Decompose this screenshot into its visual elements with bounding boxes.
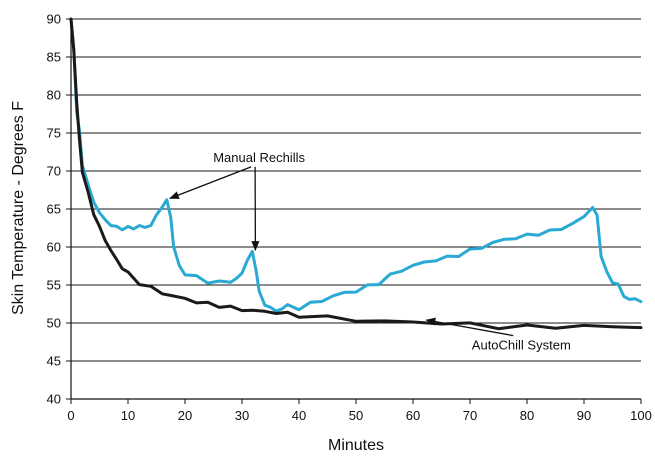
x-tick-label: 60 <box>406 408 420 423</box>
y-axis-title: Skin Temperature - Degrees F <box>10 101 27 315</box>
annotation-label: AutoChill System <box>472 338 571 353</box>
y-tick-label: 70 <box>47 164 61 179</box>
x-axis-title: Minutes <box>328 437 384 454</box>
y-tick-label: 50 <box>47 316 61 331</box>
x-tick-label: 90 <box>577 408 591 423</box>
y-tick-label: 40 <box>47 392 61 407</box>
x-tick-label: 20 <box>178 408 192 423</box>
axes <box>66 18 642 404</box>
x-tick-label: 70 <box>463 408 477 423</box>
grid-lines <box>71 18 641 362</box>
y-tick-label: 75 <box>47 126 61 141</box>
series-autochill-line <box>69 17 643 331</box>
annotation-arrow <box>168 166 252 200</box>
x-tick-label: 50 <box>349 408 363 423</box>
annotation-label: Manual Rechills <box>213 150 305 165</box>
x-tick-label: 40 <box>292 408 306 423</box>
x-tick-label: 80 <box>520 408 534 423</box>
y-tick-label: 90 <box>47 12 61 27</box>
annotation-arrow <box>425 317 514 337</box>
y-tick-label: 55 <box>47 278 61 293</box>
tick-labels: 0 10 20 30 40 50 60 70 80 90 100 40 45 50 55 60 65 70 75 80… <box>47 12 652 424</box>
x-tick-label: 10 <box>121 408 135 423</box>
annotations: Manual Rechills AutoChill System <box>168 150 571 353</box>
y-tick-label: 45 <box>47 354 61 369</box>
x-tick-label: 0 <box>67 408 74 423</box>
y-tick-label: 80 <box>47 88 61 103</box>
x-tick-label: 30 <box>235 408 249 423</box>
y-tick-label: 85 <box>47 50 61 65</box>
series-layer <box>69 17 643 331</box>
x-tick-label: 100 <box>630 408 652 423</box>
series-manual-line <box>69 17 643 313</box>
y-tick-label: 65 <box>47 202 61 217</box>
y-tick-label: 60 <box>47 240 61 255</box>
